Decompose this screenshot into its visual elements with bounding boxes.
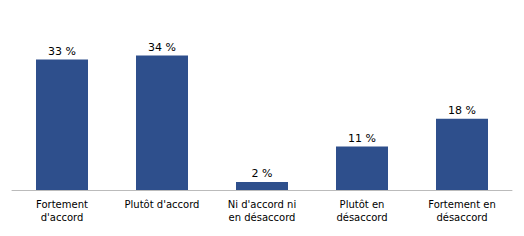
- svg-text:2 %: 2 %: [252, 167, 273, 180]
- svg-text:désaccord: désaccord: [436, 212, 487, 223]
- svg-text:Plutôt en: Plutôt en: [340, 199, 385, 210]
- svg-text:33 %: 33 %: [48, 45, 76, 58]
- svg-text:Ni d'accord ni: Ni d'accord ni: [228, 199, 296, 210]
- svg-text:désaccord: désaccord: [336, 212, 387, 223]
- svg-text:d'accord: d'accord: [41, 212, 84, 223]
- svg-text:Fortement: Fortement: [36, 199, 88, 210]
- svg-text:en désaccord: en désaccord: [229, 212, 296, 223]
- svg-text:11 %: 11 %: [348, 132, 376, 145]
- svg-text:18 %: 18 %: [448, 104, 476, 117]
- svg-text:34 %: 34 %: [148, 41, 176, 54]
- svg-text:Fortement en: Fortement en: [428, 199, 496, 210]
- svg-text:Plutôt d'accord: Plutôt d'accord: [125, 199, 200, 210]
